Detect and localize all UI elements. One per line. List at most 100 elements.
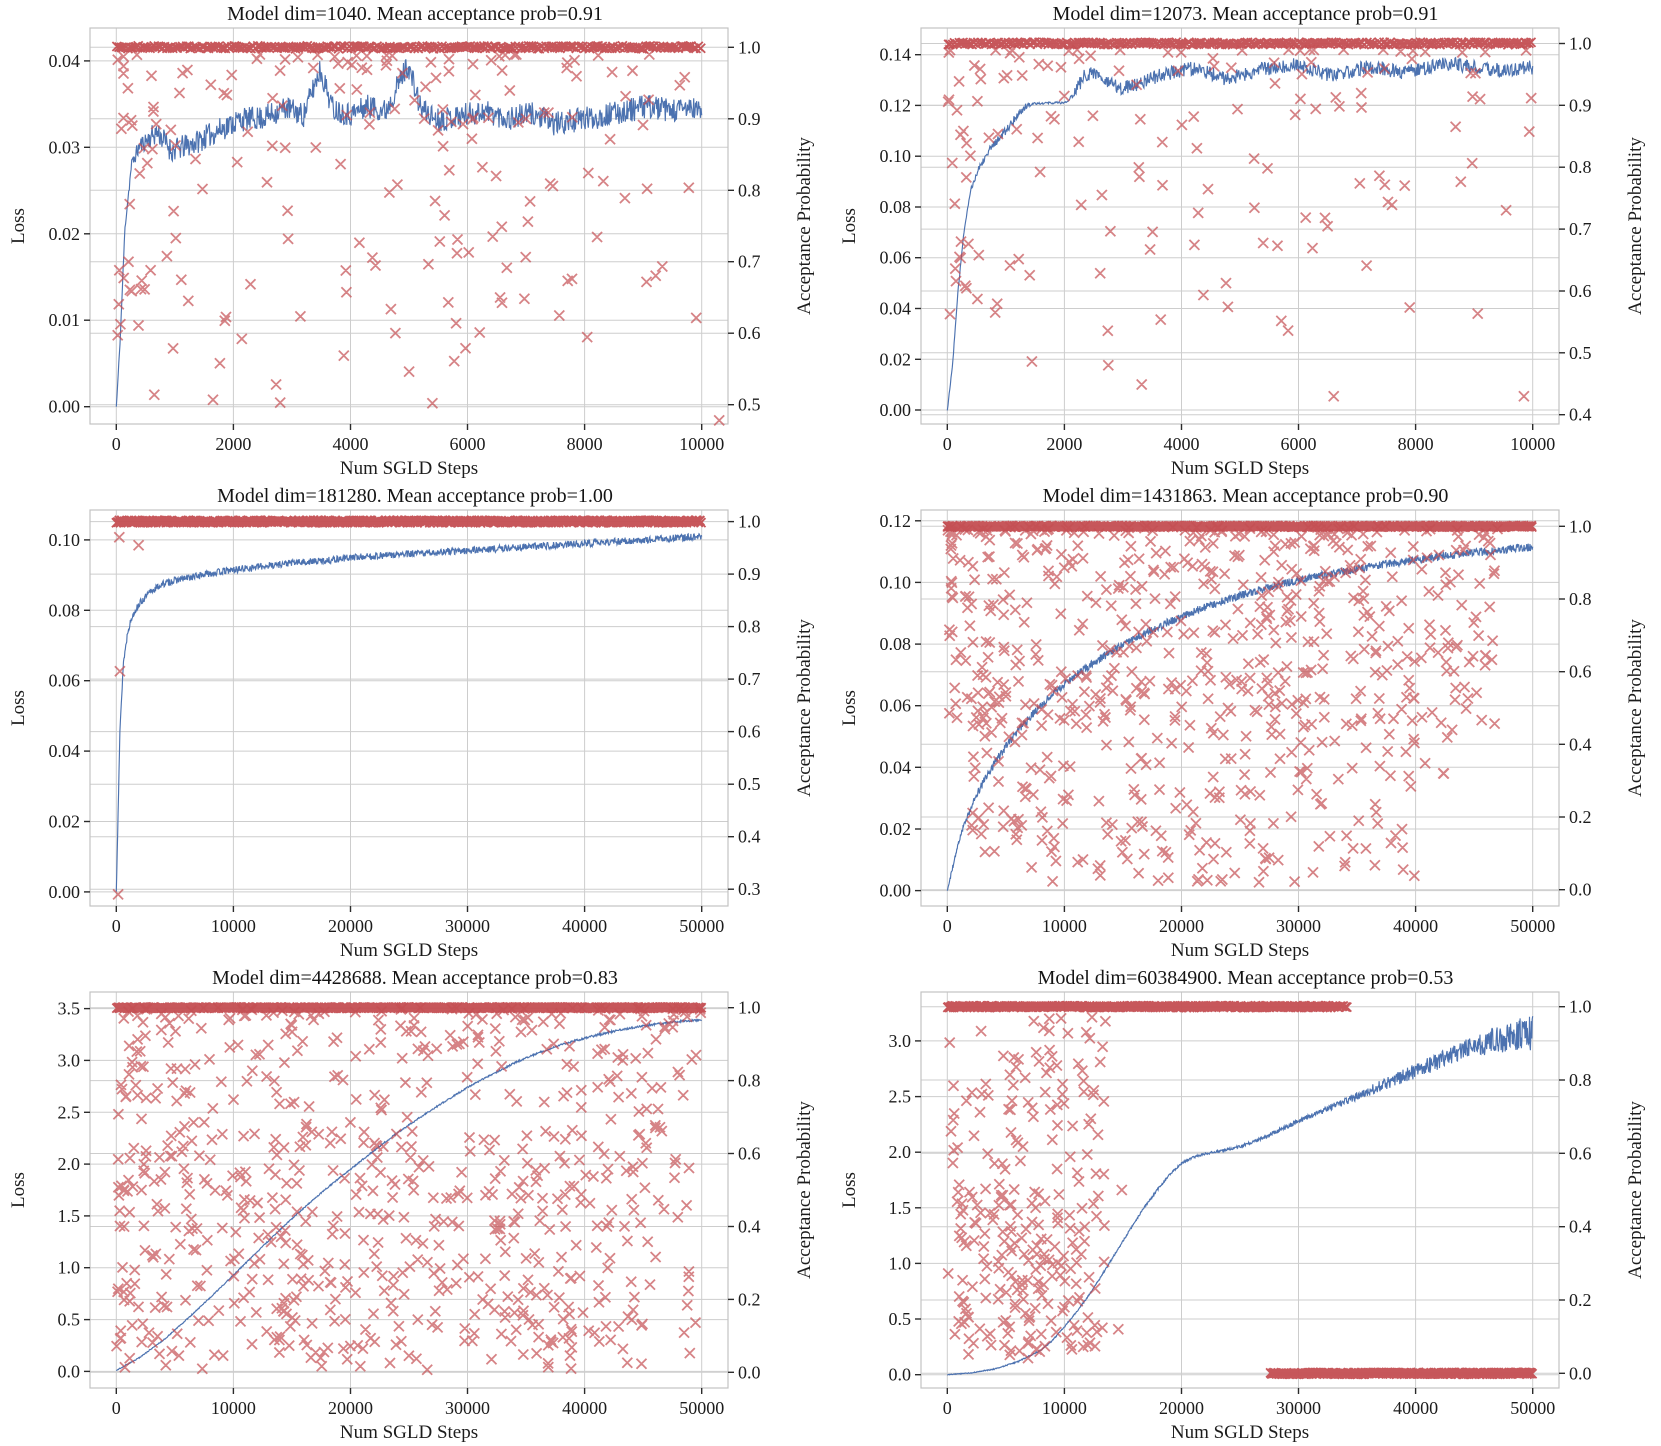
svg-text:0.4: 0.4 (1569, 1217, 1592, 1237)
svg-text:0.06: 0.06 (879, 248, 911, 268)
gridlines (90, 28, 728, 424)
svg-text:30000: 30000 (445, 916, 490, 936)
y-axis-label-left: Loss (839, 1172, 860, 1208)
svg-text:0.02: 0.02 (49, 812, 81, 832)
svg-text:0.2: 0.2 (1569, 807, 1592, 827)
plot-frame (919, 991, 1560, 1389)
tick-labels: 0 2000 4000 6000 8000 10000 0.00 0.01 0.02 0.03 0.… (49, 37, 761, 454)
svg-text:10000: 10000 (1041, 1398, 1086, 1418)
y-axis-label-left: Loss (839, 208, 860, 244)
svg-text:10000: 10000 (1041, 916, 1086, 936)
svg-text:0.14: 0.14 (879, 45, 911, 65)
chart-canvas-5: 0 10000 20000 30000 40000 50000 0.0 0.5 1.0 1.5 2.… (8, 991, 815, 1443)
svg-text:8000: 8000 (1397, 434, 1433, 454)
acceptance-band (942, 37, 1536, 50)
loss-line (115, 1018, 702, 1372)
chart-cell-4: Model dim=1431863. Mean acceptance prob=… (830, 482, 1661, 964)
svg-text:10000: 10000 (211, 1398, 256, 1418)
svg-text:0.5: 0.5 (1569, 343, 1592, 363)
acceptance-scatter (942, 1011, 1127, 1364)
svg-text:0.8: 0.8 (1569, 1070, 1592, 1090)
x-axis-label: Num SGLD Steps (1170, 940, 1308, 961)
svg-text:0.04: 0.04 (49, 51, 81, 71)
svg-text:2.5: 2.5 (58, 1102, 81, 1122)
acceptance-scatter (110, 1002, 707, 1376)
svg-text:0.6: 0.6 (738, 1144, 761, 1164)
svg-text:40000: 40000 (1393, 1398, 1438, 1418)
svg-text:40000: 40000 (562, 1398, 607, 1418)
chart-cell-5: Model dim=4428688. Mean acceptance prob=… (0, 964, 830, 1446)
x-axis-label: Num SGLD Steps (340, 458, 478, 479)
svg-text:0: 0 (112, 916, 121, 936)
chart-canvas-6: 0 10000 20000 30000 40000 50000 0.0 0.5 1.0 1.5 2.… (839, 991, 1646, 1443)
svg-text:0.6: 0.6 (1569, 1143, 1592, 1163)
loss-line (946, 56, 1533, 411)
svg-text:0.02: 0.02 (49, 224, 81, 244)
chart-title: Model dim=12073. Mean acceptance prob=0.… (1052, 3, 1439, 25)
svg-text:4000: 4000 (333, 434, 369, 454)
svg-text:8000: 8000 (567, 434, 603, 454)
svg-text:0.5: 0.5 (888, 1309, 911, 1329)
svg-text:0.8: 0.8 (1569, 589, 1592, 609)
loss-line (115, 532, 703, 892)
x-axis-label: Num SGLD Steps (340, 940, 478, 961)
acceptance-band (941, 520, 1537, 533)
svg-text:0.06: 0.06 (879, 696, 911, 716)
svg-text:0.02: 0.02 (879, 819, 911, 839)
svg-text:0.8: 0.8 (738, 180, 761, 200)
acceptance-scatter (112, 48, 725, 427)
tick-marks (84, 520, 734, 912)
acceptance-scatter (941, 520, 1503, 888)
svg-text:0.10: 0.10 (49, 530, 81, 550)
y-axis-label-right: Acceptance Probability (1625, 1101, 1646, 1279)
chart-cell-1: Model dim=1040. Mean acceptance prob=0.9… (0, 0, 830, 482)
y-axis-label-right: Acceptance Probability (1625, 137, 1646, 315)
svg-text:0.6: 0.6 (738, 722, 761, 742)
svg-text:0.9: 0.9 (738, 564, 761, 584)
svg-text:0.7: 0.7 (738, 669, 761, 689)
tick-marks (84, 1007, 734, 1394)
svg-text:1.0: 1.0 (738, 37, 761, 57)
svg-text:0.5: 0.5 (738, 395, 761, 415)
y-axis-label-left: Loss (8, 1172, 29, 1208)
svg-text:3.0: 3.0 (888, 1031, 911, 1051)
acceptance-band (111, 40, 706, 54)
svg-text:0.12: 0.12 (879, 511, 911, 531)
svg-text:50000: 50000 (1510, 1398, 1555, 1418)
svg-text:50000: 50000 (1510, 916, 1555, 936)
chart-canvas-2: 0 2000 4000 6000 8000 10000 0.00 0.02 0.04 0.06 0.… (839, 27, 1646, 479)
svg-text:0.00: 0.00 (879, 400, 911, 420)
svg-text:2000: 2000 (215, 434, 251, 454)
svg-text:0.2: 0.2 (738, 1289, 761, 1309)
svg-text:10000: 10000 (679, 434, 724, 454)
svg-text:2.0: 2.0 (58, 1154, 81, 1174)
svg-text:0.8: 0.8 (738, 1071, 761, 1091)
loss-line (115, 59, 703, 407)
svg-text:20000: 20000 (328, 916, 373, 936)
gridlines (920, 510, 1559, 906)
tick-labels: 0 10000 20000 30000 40000 50000 0.00 0.02 0.04 0.… (879, 511, 1591, 936)
plot-frame (919, 509, 1560, 907)
svg-text:0.03: 0.03 (49, 137, 81, 157)
tick-marks (914, 42, 1565, 430)
svg-text:1.0: 1.0 (1569, 997, 1592, 1017)
chart-title: Model dim=60384900. Mean acceptance prob… (1037, 967, 1454, 989)
svg-text:0.5: 0.5 (738, 774, 761, 794)
svg-text:0.08: 0.08 (879, 197, 911, 217)
svg-text:0.7: 0.7 (1569, 219, 1592, 239)
loss-line (946, 543, 1533, 891)
chart-canvas-3: 0 10000 20000 30000 40000 50000 0.00 0.02 0.04 0.… (8, 509, 815, 961)
svg-text:0.4: 0.4 (1569, 734, 1592, 754)
svg-text:40000: 40000 (1393, 916, 1438, 936)
y-axis-label-left: Loss (8, 208, 29, 244)
tick-marks (84, 46, 734, 430)
svg-text:0.02: 0.02 (879, 349, 911, 369)
svg-text:0.08: 0.08 (879, 634, 911, 654)
gridlines (920, 28, 1559, 424)
y-axis-label-left: Loss (839, 690, 860, 726)
svg-text:10000: 10000 (1510, 434, 1555, 454)
chart-title: Model dim=1431863. Mean acceptance prob=… (1042, 485, 1449, 507)
chart-cell-6: Model dim=60384900. Mean acceptance prob… (830, 964, 1661, 1446)
svg-text:0.6: 0.6 (1569, 662, 1592, 682)
svg-text:2.5: 2.5 (888, 1087, 911, 1107)
